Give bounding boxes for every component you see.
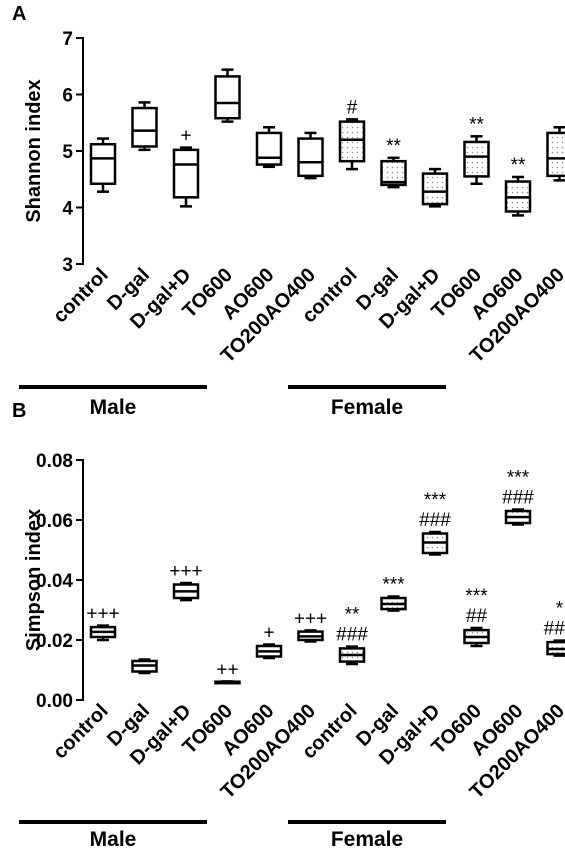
box-6: ###** (336, 605, 368, 666)
significance-label: + (180, 126, 191, 147)
group-label: Female (331, 828, 403, 850)
y-tick-label: 0.08 (36, 451, 73, 472)
box-body (131, 106, 158, 148)
panel-letter: B (12, 400, 26, 422)
box-10: ###*** (502, 468, 534, 526)
box-0: +++ (86, 604, 120, 642)
box-2: +++ (169, 561, 203, 602)
significance-label: ### (502, 488, 534, 509)
group-label: Male (90, 828, 137, 850)
significance-label: ** (469, 114, 484, 135)
significance-label: + (263, 623, 274, 644)
box-2: + (172, 126, 200, 208)
y-axis-label: Shannon index (23, 79, 45, 222)
significance-label: +++ (169, 561, 202, 582)
significance-label: *** (424, 490, 447, 511)
box-body (421, 172, 449, 206)
significance-label: ** (345, 605, 360, 626)
significance-label: * (556, 599, 564, 620)
category-label: control (49, 264, 112, 327)
significance-label: ### (544, 619, 565, 640)
box-6: # (338, 97, 366, 171)
significance-label: ++ (216, 659, 238, 680)
box-10: ** (504, 155, 532, 217)
y-tick-label: 0.04 (36, 571, 73, 592)
box-7: *** (380, 575, 407, 612)
y-tick-label: 5 (62, 142, 73, 163)
y-tick-label: 0.02 (36, 631, 73, 652)
box-8 (421, 167, 449, 208)
box-4: + (255, 623, 283, 660)
box-body (338, 120, 366, 163)
y-axis-label: Simpson index (23, 509, 45, 651)
significance-label: +++ (294, 608, 327, 629)
box-8: ###*** (419, 490, 451, 556)
significance-label: # (347, 97, 358, 118)
box-3 (214, 68, 241, 123)
significance-label: ### (419, 510, 451, 531)
box-9: ** (463, 114, 490, 186)
significance-label: ### (336, 625, 368, 646)
group-label: Male (90, 396, 137, 419)
panel-letter: A (12, 3, 26, 25)
box-3: ++ (214, 659, 241, 685)
group-label: Female (331, 396, 403, 419)
y-tick-label: 7 (62, 29, 73, 50)
box-11: ###* (544, 599, 565, 657)
box-11 (546, 126, 565, 182)
box-body (214, 75, 241, 120)
box-5 (297, 131, 324, 180)
significance-label: *** (465, 586, 488, 607)
y-tick-label: 3 (62, 255, 73, 276)
box-body (546, 131, 565, 178)
significance-label: *** (382, 575, 405, 596)
box-body (172, 148, 200, 199)
y-tick-label: 4 (62, 199, 73, 220)
box-1 (131, 658, 158, 675)
significance-label: ** (386, 136, 401, 157)
box-body (89, 142, 117, 186)
y-tick-label: 6 (62, 86, 73, 107)
box-0 (89, 137, 117, 193)
box-1 (131, 101, 158, 152)
box-body (463, 140, 490, 178)
box-body (380, 159, 407, 187)
box-7: ** (380, 136, 407, 189)
box-5: +++ (294, 608, 327, 643)
significance-label: ** (511, 155, 526, 176)
y-tick-label: 0.00 (36, 691, 73, 712)
box-body (255, 131, 283, 166)
significance-label: *** (507, 468, 530, 489)
box-9: ##*** (463, 586, 490, 648)
box-4 (255, 126, 283, 169)
box-body (297, 137, 324, 178)
significance-label: ## (466, 606, 488, 627)
y-tick-label: 0.06 (36, 511, 73, 532)
significance-label: +++ (86, 604, 119, 625)
